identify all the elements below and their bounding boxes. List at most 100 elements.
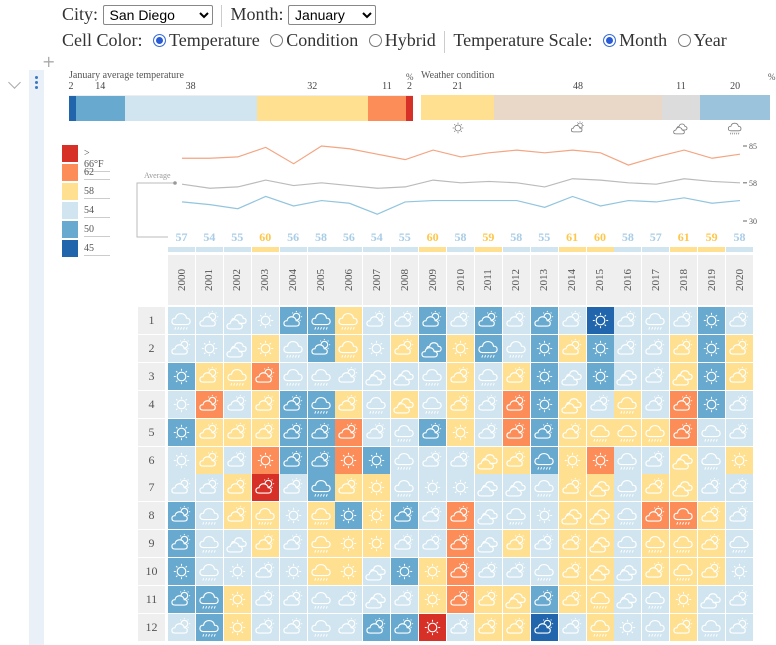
- day-cell[interactable]: [419, 613, 447, 641]
- day-cell[interactable]: [670, 474, 698, 502]
- day-cell[interactable]: [474, 307, 502, 334]
- day-cell[interactable]: [419, 334, 447, 362]
- day-cell[interactable]: [530, 390, 558, 418]
- day-cell[interactable]: [223, 307, 251, 334]
- day-cell[interactable]: [168, 418, 195, 446]
- day-cell[interactable]: [530, 307, 558, 334]
- day-cell[interactable]: [670, 390, 698, 418]
- day-cell[interactable]: [251, 390, 279, 418]
- day-cell[interactable]: [698, 362, 726, 390]
- day-cell[interactable]: [614, 502, 642, 530]
- day-cell[interactable]: [279, 334, 307, 362]
- day-cell[interactable]: [586, 390, 614, 418]
- day-cell[interactable]: [586, 613, 614, 641]
- day-cell[interactable]: [195, 502, 223, 530]
- day-cell[interactable]: [698, 502, 726, 530]
- day-cell[interactable]: [335, 362, 363, 390]
- day-cell[interactable]: [447, 530, 474, 558]
- day-cell[interactable]: [530, 446, 558, 474]
- day-cell[interactable]: [502, 307, 530, 334]
- day-cell[interactable]: [363, 307, 391, 334]
- day-cell[interactable]: [419, 586, 447, 613]
- day-cell[interactable]: [502, 586, 530, 613]
- day-cell[interactable]: [391, 446, 419, 474]
- day-cell[interactable]: [586, 502, 614, 530]
- day-cell[interactable]: [614, 362, 642, 390]
- day-cell[interactable]: [223, 362, 251, 390]
- day-cell[interactable]: [642, 307, 670, 334]
- city-select[interactable]: San Diego: [102, 5, 213, 25]
- day-cell[interactable]: [335, 474, 363, 502]
- day-cell[interactable]: [530, 586, 558, 613]
- day-cell[interactable]: [335, 558, 363, 586]
- day-cell[interactable]: [586, 530, 614, 558]
- day-cell[interactable]: [251, 446, 279, 474]
- day-cell[interactable]: [391, 418, 419, 446]
- day-cell[interactable]: [642, 418, 670, 446]
- day-cell[interactable]: [447, 446, 474, 474]
- day-cell[interactable]: [447, 334, 474, 362]
- day-cell[interactable]: [726, 418, 753, 446]
- day-cell[interactable]: [558, 474, 586, 502]
- day-cell[interactable]: [168, 334, 195, 362]
- day-cell[interactable]: [251, 502, 279, 530]
- day-cell[interactable]: [474, 502, 502, 530]
- day-cell[interactable]: [586, 334, 614, 362]
- day-cell[interactable]: [530, 362, 558, 390]
- day-cell[interactable]: [726, 334, 753, 362]
- day-cell[interactable]: [614, 334, 642, 362]
- day-cell[interactable]: [502, 390, 530, 418]
- day-cell[interactable]: [586, 307, 614, 334]
- day-cell[interactable]: [614, 446, 642, 474]
- day-cell[interactable]: [670, 334, 698, 362]
- day-cell[interactable]: [530, 558, 558, 586]
- day-cell[interactable]: [726, 558, 753, 586]
- day-cell[interactable]: [279, 418, 307, 446]
- day-cell[interactable]: [279, 474, 307, 502]
- day-cell[interactable]: [698, 418, 726, 446]
- day-cell[interactable]: [279, 502, 307, 530]
- day-cell[interactable]: [419, 446, 447, 474]
- day-cell[interactable]: [642, 334, 670, 362]
- day-cell[interactable]: [698, 474, 726, 502]
- day-cell[interactable]: [363, 390, 391, 418]
- day-cell[interactable]: [168, 530, 195, 558]
- radio-month[interactable]: Month: [597, 30, 667, 50]
- day-cell[interactable]: [363, 474, 391, 502]
- day-cell[interactable]: [251, 418, 279, 446]
- radio-hybrid[interactable]: Hybrid: [363, 30, 436, 50]
- day-cell[interactable]: [502, 613, 530, 641]
- day-cell[interactable]: [195, 446, 223, 474]
- day-cell[interactable]: [168, 613, 195, 641]
- day-cell[interactable]: [530, 530, 558, 558]
- day-cell[interactable]: [586, 446, 614, 474]
- day-cell[interactable]: [391, 307, 419, 334]
- day-cell[interactable]: [726, 474, 753, 502]
- day-cell[interactable]: [698, 446, 726, 474]
- day-cell[interactable]: [363, 530, 391, 558]
- day-cell[interactable]: [195, 558, 223, 586]
- day-cell[interactable]: [363, 558, 391, 586]
- day-cell[interactable]: [168, 558, 195, 586]
- day-cell[interactable]: [391, 362, 419, 390]
- day-cell[interactable]: [698, 558, 726, 586]
- day-cell[interactable]: [279, 390, 307, 418]
- day-cell[interactable]: [447, 307, 474, 334]
- day-cell[interactable]: [195, 586, 223, 613]
- day-cell[interactable]: [558, 558, 586, 586]
- day-cell[interactable]: [279, 558, 307, 586]
- day-cell[interactable]: [586, 418, 614, 446]
- day-cell[interactable]: [168, 502, 195, 530]
- day-cell[interactable]: [642, 446, 670, 474]
- day-cell[interactable]: [391, 530, 419, 558]
- day-cell[interactable]: [251, 474, 279, 502]
- day-cell[interactable]: [614, 586, 642, 613]
- day-cell[interactable]: [419, 307, 447, 334]
- day-cell[interactable]: [670, 613, 698, 641]
- day-cell[interactable]: [251, 558, 279, 586]
- day-cell[interactable]: [279, 362, 307, 390]
- day-cell[interactable]: [195, 530, 223, 558]
- day-cell[interactable]: [502, 474, 530, 502]
- day-cell[interactable]: [586, 558, 614, 586]
- day-cell[interactable]: [474, 586, 502, 613]
